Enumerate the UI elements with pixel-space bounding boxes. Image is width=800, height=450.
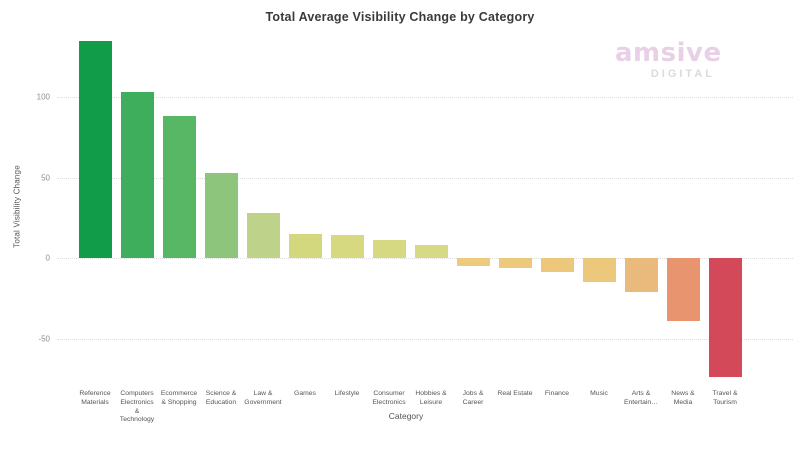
x-tick-label: Games [294, 390, 316, 397]
bar-14[interactable] [666, 258, 700, 321]
x-tick-label: Travel & Tourism [712, 390, 738, 406]
x-tick-label: News & Media [671, 390, 695, 406]
x-tick-label: Finance [544, 390, 570, 397]
x-tick-label: Science & Education [205, 390, 237, 406]
x-tick-label: Arts & Entertain… [623, 390, 658, 406]
gridline-100 [57, 97, 793, 98]
x-tick-label: Ecommerce & Shopping [160, 390, 198, 406]
y-tick-label: 0 [45, 253, 50, 263]
y-tick-label: 100 [36, 92, 50, 102]
gridline-50 [57, 177, 793, 179]
x-tick-label: Real Estate [497, 390, 533, 397]
bar-0[interactable] [78, 40, 112, 258]
x-tick-label: Jobs & Career [462, 390, 484, 406]
x-tick-label: Music [590, 390, 608, 397]
x-tick-label: Reference Materials [79, 390, 111, 406]
amsive-logo-brand: amsive [615, 38, 722, 68]
bar-5[interactable] [288, 233, 322, 258]
gridline--50 [57, 338, 793, 340]
amsive-logo: amsive DIGITAL [615, 38, 722, 80]
x-tick-label: Computers Electronics & Technology [119, 390, 155, 424]
x-axis-title: Category [388, 411, 424, 421]
x-tick-label: Law & Government [244, 390, 282, 406]
chart-title: Total Average Visibility Change by Categ… [265, 10, 535, 24]
bar-8[interactable] [414, 245, 448, 258]
bar-10[interactable] [498, 258, 532, 268]
bar-2[interactable] [162, 116, 196, 258]
x-tick-label: Hobbies & Leisure [415, 390, 447, 406]
y-tick-label: -50 [38, 334, 50, 343]
y-tick-label: 50 [41, 173, 50, 182]
bar-12[interactable] [582, 258, 616, 283]
bar-11[interactable] [540, 258, 574, 273]
amsive-logo-subtitle: DIGITAL [650, 68, 715, 80]
y-axis-title: Total Visibility Change [12, 165, 22, 248]
bar-13[interactable] [624, 258, 658, 292]
bar-1[interactable] [120, 92, 154, 258]
x-tick-label: Lifestyle [334, 390, 360, 397]
x-tick-label: Consumer Electronics [372, 390, 406, 406]
gridline-0 [57, 258, 793, 259]
bar-3[interactable] [204, 172, 238, 258]
bar-15[interactable] [708, 258, 742, 378]
bar-9[interactable] [456, 258, 490, 267]
bar-6[interactable] [330, 235, 364, 258]
bar-4[interactable] [246, 212, 280, 258]
bar-7[interactable] [372, 240, 406, 258]
